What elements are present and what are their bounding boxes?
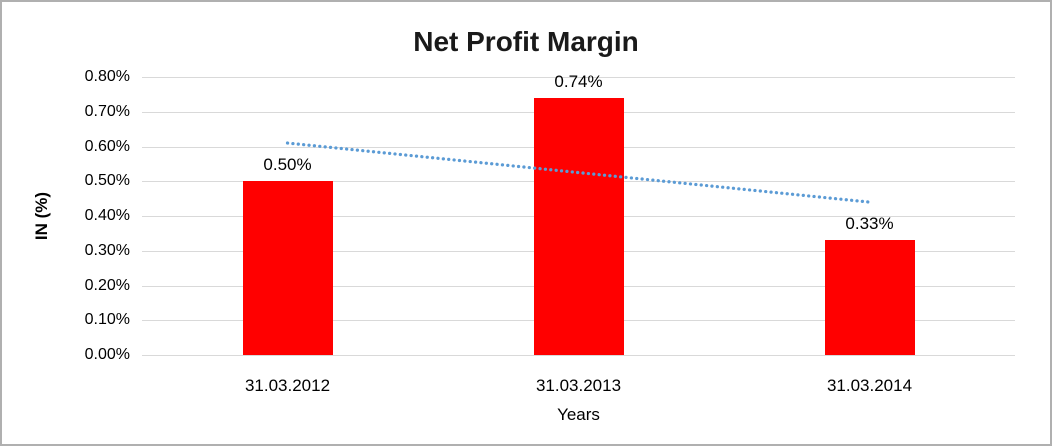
y-axis-tick-label: 0.30% bbox=[84, 241, 130, 259]
y-axis-tick-label: 0.00% bbox=[84, 346, 130, 363]
chart-title: Net Profit Margin bbox=[413, 26, 639, 57]
bar bbox=[824, 240, 915, 355]
y-axis-tick-label: 0.20% bbox=[84, 276, 130, 294]
x-axis-tick-label: 31.03.2012 bbox=[244, 376, 331, 395]
y-axis-tick-label: 0.70% bbox=[84, 102, 130, 120]
y-axis-tick-label: 0.80% bbox=[84, 68, 130, 85]
y-axis-title: IN (%) bbox=[32, 191, 51, 241]
y-axis-tick-label: 0.40% bbox=[84, 207, 130, 224]
bar-value-label: 0.74% bbox=[554, 71, 603, 91]
bar bbox=[242, 181, 333, 355]
gridline bbox=[142, 355, 1015, 356]
y-axis-tick-label: 0.50% bbox=[84, 172, 130, 190]
plot-area: 0.50% 0.74% 0.33% bbox=[142, 72, 1015, 356]
bar-value-label: 0.33% bbox=[845, 214, 894, 234]
x-axis-title: Years bbox=[557, 405, 600, 424]
bar bbox=[533, 97, 624, 355]
x-axis-tick-label: 31.03.2013 bbox=[535, 376, 622, 395]
bar-value-label: 0.50% bbox=[263, 155, 312, 175]
y-axis-tick-label: 0.10% bbox=[84, 311, 130, 329]
x-axis-tick-label: 31.03.2014 bbox=[826, 376, 913, 395]
gridline bbox=[142, 77, 1015, 78]
trendline bbox=[285, 141, 872, 204]
y-axis-tick-label: 0.60% bbox=[84, 137, 130, 155]
